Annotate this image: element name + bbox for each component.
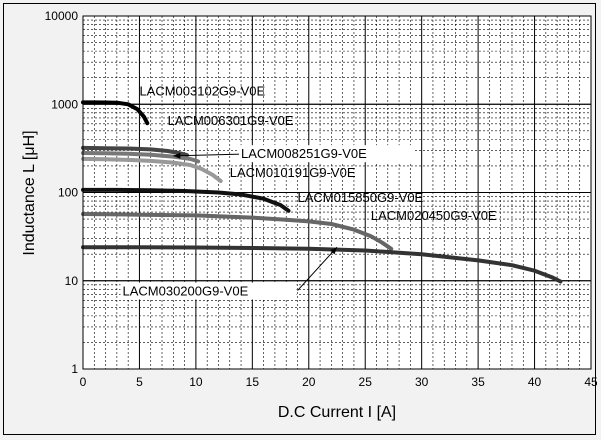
series-lines <box>81 100 563 284</box>
y-tick-label: 1 <box>71 362 78 376</box>
series-line-4 <box>81 156 223 183</box>
series-label: LACM006301G9-V0E <box>168 113 294 128</box>
x-tick-label: 45 <box>584 375 597 389</box>
label-background <box>120 282 297 300</box>
x-tick-label: 5 <box>136 375 143 389</box>
series-label: LACM020450G9-V0E <box>371 208 497 223</box>
y-tick-label: 10 <box>65 274 79 288</box>
x-tick-label: 10 <box>189 375 203 389</box>
x-tick-label: 30 <box>415 375 429 389</box>
tick-labels: 0 5 10 15 20 25 30 35 40 45 1 10 100 1000 10000 <box>45 9 597 389</box>
y-axis-label: Inductance L [μH] <box>21 130 38 255</box>
x-tick-label: 40 <box>528 375 542 389</box>
series-label: LACM015850G9-V0E <box>297 190 423 205</box>
y-tick-label: 10000 <box>45 9 79 23</box>
series-line-2 <box>81 145 189 158</box>
series-labels: LACM003102G9-V0E LACM006301G9-V0E LACM0082… <box>120 84 497 300</box>
series-line-3 <box>81 151 201 164</box>
series-label: LACM003102G9-V0E <box>139 84 265 99</box>
series-label: LACM008251G9-V0E <box>241 146 367 161</box>
series-line-6 <box>81 212 394 251</box>
series-line-1 <box>81 100 150 126</box>
series-line-5 <box>81 187 291 213</box>
label-arrowhead <box>173 152 181 159</box>
label-leader-line <box>297 246 338 291</box>
y-tick-label: 1000 <box>51 97 78 111</box>
label-leader-line <box>173 153 242 157</box>
x-tick-label: 0 <box>80 375 87 389</box>
series-label: LACM010191G9-V0E <box>230 165 356 180</box>
x-axis-label: D.C Current I [A] <box>278 404 396 421</box>
x-tick-label: 20 <box>302 375 316 389</box>
plot-border <box>82 15 592 370</box>
series-line-7 <box>81 245 563 284</box>
y-tick-label: 100 <box>58 186 78 200</box>
label-arrowhead <box>330 247 337 255</box>
x-tick-label: 35 <box>471 375 485 389</box>
chart-frame: 0 5 10 15 20 25 30 35 40 45 1 10 100 1000 10000 LACM00… <box>3 3 597 435</box>
inductance-chart: 0 5 10 15 20 25 30 35 40 45 1 10 100 1000 10000 LACM00… <box>21 9 597 421</box>
label-background <box>239 145 416 163</box>
series-label: LACM030200G9-V0E <box>123 284 249 299</box>
x-tick-label: 25 <box>359 375 373 389</box>
x-tick-label: 15 <box>246 375 260 389</box>
